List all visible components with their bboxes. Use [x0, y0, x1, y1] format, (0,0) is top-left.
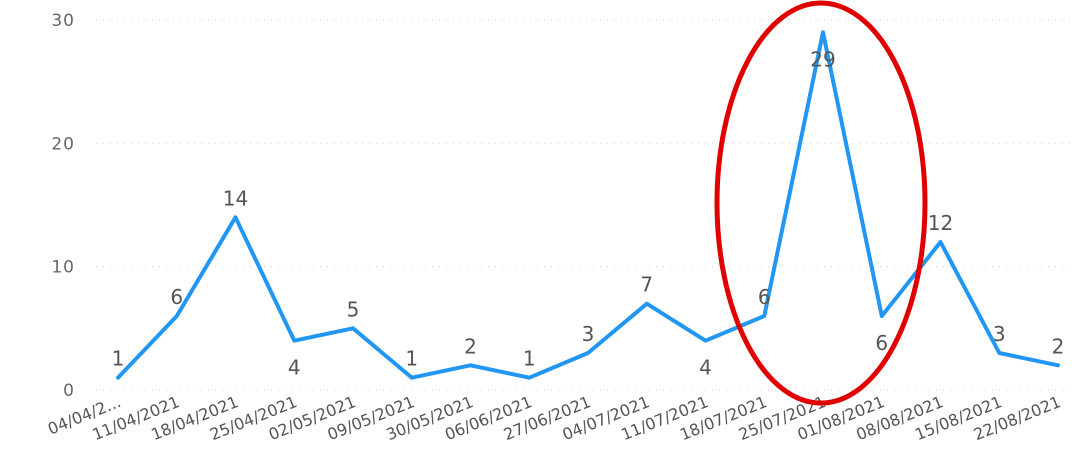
- data-label: 12: [928, 211, 953, 235]
- data-label: 7: [640, 273, 653, 297]
- data-label: 6: [758, 285, 771, 309]
- data-label: 2: [464, 334, 477, 358]
- y-axis-ticks: 0 10 20 30: [51, 11, 75, 401]
- highlight-annotation: [714, 0, 928, 406]
- data-label: 2: [1052, 334, 1065, 358]
- data-label: 6: [170, 285, 183, 309]
- y-tick-label: 20: [51, 134, 75, 154]
- series-lines: [116, 30, 1060, 380]
- data-label: 5: [347, 297, 360, 321]
- data-label: 6: [875, 331, 888, 355]
- y-tick-label: 30: [51, 11, 75, 31]
- data-label: 4: [699, 356, 712, 380]
- data-label: 1: [112, 347, 125, 371]
- highlight-ellipse: [714, 0, 928, 406]
- data-label: 3: [993, 322, 1006, 346]
- x-axis-ticks: 04/04/2...11/04/202118/04/202125/04/2021…: [45, 392, 1063, 444]
- data-label: 3: [582, 322, 595, 346]
- y-tick-label: 10: [51, 258, 75, 278]
- data-label: 1: [405, 347, 418, 371]
- data-label: 1: [523, 347, 536, 371]
- data-label: 29: [810, 47, 835, 71]
- data-label: 4: [288, 356, 301, 380]
- series-line: [116, 30, 1060, 380]
- data-label: 14: [223, 186, 248, 210]
- y-tick-label: 0: [63, 381, 75, 401]
